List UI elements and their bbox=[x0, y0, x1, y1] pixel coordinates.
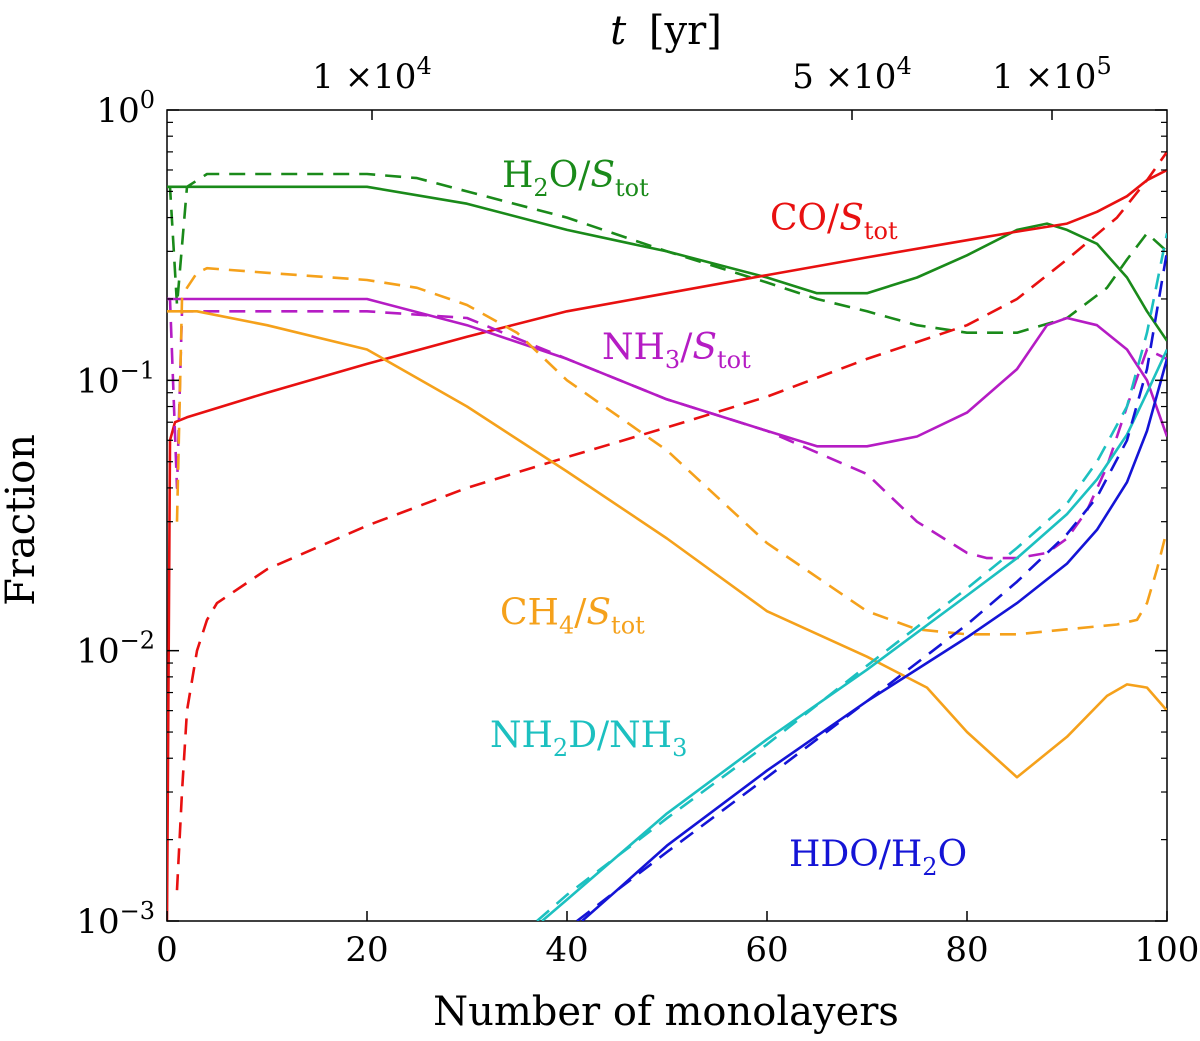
top-axis-var: t bbox=[610, 8, 627, 54]
series-label-co: CO/Stot bbox=[770, 198, 898, 245]
series-label-h2o: H2O/Stot bbox=[502, 155, 649, 202]
y-tick-label: 10−3 bbox=[76, 897, 155, 942]
series-label-hdo: HDO/H2O bbox=[789, 834, 967, 881]
x-tick-label: 0 bbox=[156, 930, 178, 970]
series-label-nh2d: NH2D/NH3 bbox=[490, 715, 687, 762]
series-line-3 bbox=[177, 152, 1167, 890]
x-tick-label: 100 bbox=[1135, 930, 1200, 970]
axis-labels: Number of monolayers Fraction t [yr] bbox=[0, 8, 899, 1035]
top-tick-label: 1 ×105 bbox=[992, 52, 1111, 97]
series-line-1 bbox=[167, 174, 1167, 333]
x-tick-label: 40 bbox=[545, 930, 588, 970]
top-tick-label: 1 ×104 bbox=[312, 52, 431, 97]
y-tick-label: 10−2 bbox=[76, 627, 155, 672]
x-tick-label: 60 bbox=[745, 930, 788, 970]
series-line-6 bbox=[167, 311, 1167, 777]
series-label-ch4: CH4/Stot bbox=[500, 592, 645, 639]
y-tick-label: 10−1 bbox=[76, 356, 155, 401]
series-line-2 bbox=[167, 170, 1167, 921]
y-axis-label: Fraction bbox=[0, 434, 44, 606]
top-axis-unit: [yr] bbox=[649, 8, 722, 54]
series-label-nh3: NH3/Stot bbox=[602, 327, 751, 374]
top-axis-label: t [yr] bbox=[610, 8, 722, 54]
x-tick-label: 20 bbox=[345, 930, 388, 970]
y-tick-label: 100 bbox=[96, 86, 155, 131]
top-tick-label: 5 ×104 bbox=[792, 52, 911, 97]
series-line-0 bbox=[167, 187, 1167, 341]
x-tick-label: 80 bbox=[945, 930, 988, 970]
x-axis-label: Number of monolayers bbox=[433, 989, 899, 1035]
curves bbox=[167, 152, 1167, 921]
